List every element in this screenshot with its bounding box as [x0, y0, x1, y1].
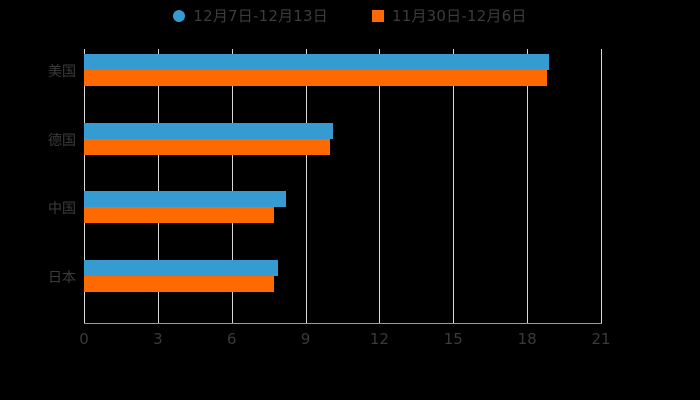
legend-label-1: 11月30日-12月6日: [392, 7, 527, 25]
bar-中国-series-0[interactable]: [84, 191, 286, 208]
gridline-6: [231, 49, 233, 323]
category-label-德国: 德国: [48, 132, 76, 149]
bar-美国-series-0[interactable]: [84, 54, 550, 71]
x-tick-label-15: 15: [443, 330, 463, 348]
x-tick-label-9: 9: [300, 330, 311, 348]
bar-德国-series-1[interactable]: [84, 138, 331, 155]
category-label-日本: 日本: [48, 269, 76, 286]
y-axis-line: [84, 49, 85, 323]
x-tick-label-21: 21: [591, 330, 611, 348]
gridline-21: [601, 49, 602, 323]
x-axis-line: [84, 323, 602, 324]
category-label-美国: 美国: [48, 64, 76, 81]
bar-德国-series-0[interactable]: [84, 122, 333, 139]
x-tick-label-3: 3: [153, 330, 163, 348]
x-tick-label-6: 6: [226, 330, 237, 348]
category-label-中国: 中国: [48, 201, 76, 218]
x-tick-label-12: 12: [369, 330, 389, 348]
x-tick-label-0: 0: [79, 330, 89, 348]
gridline-9: [305, 49, 307, 323]
bar-中国-series-1[interactable]: [84, 207, 274, 224]
plot-area: [84, 49, 602, 323]
x-tick-label-18: 18: [517, 330, 537, 348]
gridline-12: [379, 49, 381, 323]
gridline-15: [453, 49, 455, 323]
circle-marker-blue-icon: [173, 9, 186, 22]
bar-日本-series-1[interactable]: [84, 275, 274, 292]
bar-美国-series-1[interactable]: [84, 70, 547, 87]
chart-legend: 12月7日-12月13日 11月30日-12月6日: [0, 5, 700, 26]
gridline-18: [527, 49, 529, 323]
gridline-3: [157, 49, 159, 323]
bar-日本-series-0[interactable]: [84, 259, 279, 276]
legend-item-0[interactable]: 12月7日-12月13日: [173, 5, 328, 26]
legend-label-0: 12月7日-12月13日: [193, 7, 328, 25]
square-marker-orange-icon: [372, 9, 384, 22]
legend-item-1[interactable]: 11月30日-12月6日: [372, 5, 527, 26]
